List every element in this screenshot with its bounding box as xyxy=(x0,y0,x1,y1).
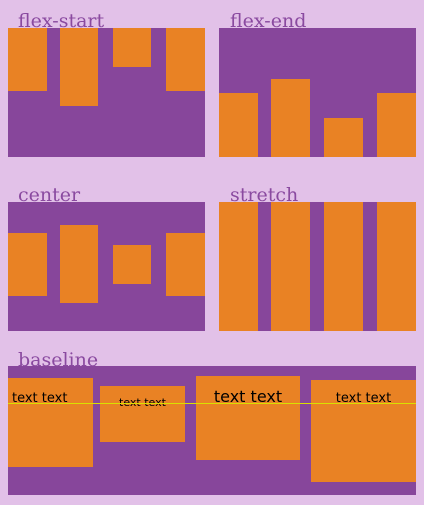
flex-end-label: flex-end xyxy=(230,10,307,32)
center-item xyxy=(113,245,151,284)
flex-start-label: flex-start xyxy=(18,10,105,32)
flex-start-item xyxy=(60,28,98,106)
stretch-item xyxy=(219,202,258,331)
center-container xyxy=(8,202,205,331)
baseline-guide-line xyxy=(8,403,416,404)
baseline-item: text text xyxy=(196,376,300,460)
flex-end-item xyxy=(377,93,416,157)
flex-start-item xyxy=(8,28,47,91)
flex-end-item xyxy=(324,118,363,157)
flex-start-container xyxy=(8,28,205,157)
baseline-item-text: text text xyxy=(335,391,392,406)
stretch-item xyxy=(271,202,310,331)
center-item xyxy=(8,233,47,296)
flex-start-item xyxy=(113,28,151,67)
stretch-item xyxy=(324,202,363,331)
center-item xyxy=(166,233,205,296)
baseline-item: text text xyxy=(8,378,93,467)
baseline-container: text text text text text text text text xyxy=(8,366,416,495)
center-label: center xyxy=(18,184,81,206)
flex-end-item xyxy=(271,79,310,157)
baseline-label: baseline xyxy=(18,349,99,371)
baseline-item: text text xyxy=(100,386,185,442)
baseline-item-text: text text xyxy=(12,391,68,406)
stretch-item xyxy=(377,202,416,331)
flex-end-item xyxy=(219,93,258,157)
center-item xyxy=(60,225,98,303)
baseline-item: text text xyxy=(311,380,416,482)
baseline-item-text: text text xyxy=(213,387,283,406)
flex-end-container xyxy=(219,28,416,157)
flex-start-item xyxy=(166,28,205,91)
stretch-label: stretch xyxy=(230,184,299,206)
stretch-container xyxy=(219,202,416,331)
baseline-item-text: text text xyxy=(119,396,166,409)
